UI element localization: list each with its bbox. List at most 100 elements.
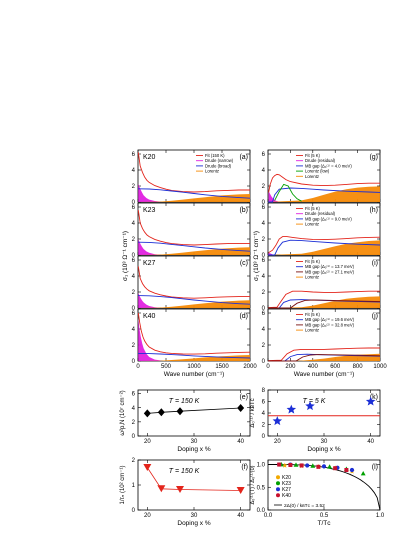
trend-line	[146, 467, 241, 491]
panel-label: (k)	[370, 394, 378, 401]
x-tick-label: 0.0	[264, 513, 273, 519]
series-line-drude-broad-	[137, 295, 251, 305]
y-tick-label: 0	[132, 306, 136, 312]
panel-label: (g)	[369, 154, 378, 161]
y-tick-label: 4	[262, 221, 266, 227]
panel-label: (l)	[372, 464, 378, 471]
data-point-k40	[288, 463, 293, 467]
data-point	[176, 407, 184, 416]
series-fill-lorentz	[138, 194, 250, 202]
plot-frame	[267, 389, 381, 437]
sample-label: K20	[143, 154, 156, 161]
legend-entry: Lorentz	[305, 275, 319, 280]
series-fill-drude-narrow-	[138, 292, 161, 308]
data-point-k27	[349, 467, 355, 473]
panel-k: 0 2 4 6 8 20 30 40 (k) Doping x % Δ₀⁽¹⁾ / kʙTᴄ T = …	[249, 388, 381, 453]
sample-label: K23	[143, 207, 156, 214]
panel-label: (h)	[369, 207, 378, 214]
x-tick-label: 30	[191, 513, 198, 519]
series-line-mb-gap-2	[268, 299, 381, 309]
y-tick-label: 2	[262, 184, 266, 190]
panel-label: (d)	[239, 313, 248, 320]
data-point-k40	[344, 468, 349, 472]
data-point	[157, 485, 166, 493]
y-tick-label: 2	[132, 290, 136, 296]
y-tick-label: 1.0	[257, 463, 266, 469]
legend-entry: Lorentz	[305, 222, 319, 227]
series-fill-drude-narrow-	[138, 318, 161, 361]
x-tick-label: 1.0	[376, 513, 385, 519]
x-tick-label: 30	[191, 439, 198, 445]
y-tick-label: 0	[132, 253, 136, 259]
y-tick-label: 2	[132, 237, 136, 243]
y-tick-label: 0	[262, 306, 266, 312]
x-tick-label: 600	[330, 364, 341, 370]
legend-entry: MB gap (Δ₀⁽¹⁾ = 4.0 meV)	[305, 163, 352, 168]
x-tick-label: 20	[144, 513, 151, 519]
y-axis-label: Δ₀⁽¹⁾(T) / Δ₀⁽¹⁾(0)	[249, 465, 256, 504]
series-fill-drude-narrow-	[138, 183, 161, 202]
x-axis-label: T/Tᴄ	[318, 520, 332, 527]
legend-entry: MB gap (Δ₀⁽²⁾ = 32.8 meV)	[305, 322, 355, 327]
y-axis-label: ω²p,N (10⁷ cm⁻²)	[119, 390, 126, 435]
legend-entry: MB gap (Δ₀⁽¹⁾ = 9.0 meV)	[305, 216, 352, 221]
x-tick-label: 20	[144, 439, 151, 445]
data-point	[176, 486, 184, 493]
sample-label: K27	[143, 260, 156, 267]
data-point-k23	[293, 462, 299, 467]
legend-entry: K40	[282, 493, 291, 499]
legend-entry: MB gap (Δ₀⁽¹⁾ = 13.7 meV)	[305, 264, 355, 269]
panel-h: 0 2 4 6 (h) Fit (5 K)Drude (residual)MB gap (…	[262, 202, 381, 259]
y-tick-label: 2	[262, 290, 266, 296]
x-axis-label: Wave number (cm⁻¹)	[294, 371, 355, 378]
y-tick-label: 4	[262, 327, 266, 333]
y-tick-label: 2	[262, 343, 266, 349]
data-point	[157, 408, 165, 417]
series-fill-lorentz	[138, 355, 250, 361]
legend-entry: K23	[282, 481, 291, 487]
x-tick-label: 800	[353, 364, 364, 370]
legend-entry: MB gap (Δ₀⁽²⁾ = 27.1 meV)	[305, 269, 355, 274]
series-fill-drude-residual-	[268, 252, 275, 255]
y-axis-label: 1/τₙ (10² cm⁻¹)	[120, 466, 126, 505]
legend-entry: Drude (narrow)	[205, 158, 234, 163]
y-tick-label: 4	[132, 274, 136, 280]
data-point-k40	[299, 463, 304, 468]
legend-entry: Fit (5 K)	[305, 206, 320, 211]
x-tick-label: 1000	[187, 364, 201, 370]
x-axis-label: Wave number (cm⁻¹)	[164, 371, 225, 378]
legend-marker	[276, 493, 280, 498]
series-line-mb-gap	[268, 187, 381, 203]
series-line-fit-150-k-	[137, 152, 250, 193]
x-tick-label: 0	[266, 364, 270, 370]
y-tick-label: 4	[262, 411, 266, 417]
x-tick-label: 2000	[243, 364, 257, 370]
x-axis-label: Doping x %	[177, 520, 210, 527]
legend-entry: Drude (residual)	[305, 211, 336, 216]
y-tick-label: 0	[132, 200, 136, 206]
annotation: T = 150 K	[169, 398, 200, 405]
legend-entry: Fit (5 K)	[305, 259, 320, 264]
x-tick-label: 0.5	[320, 513, 329, 519]
data-point	[286, 404, 297, 414]
trend-line	[147, 407, 241, 414]
y-axis-label-left: σ₁ (10³ Ω⁻¹ cm⁻¹)	[122, 231, 129, 281]
legend-entry: Lorentz (low)	[305, 169, 330, 174]
series-line-fit-5-k-	[268, 173, 380, 193]
y-axis-label-right: σ₁ (10³ Ω⁻¹ cm⁻¹)	[253, 231, 260, 281]
panel-label: (e)	[239, 394, 248, 401]
series-line-fit-5-k-	[268, 236, 381, 253]
x-tick-label: 0	[136, 364, 140, 370]
y-tick-label: 6	[262, 152, 266, 158]
y-tick-label: 2	[262, 237, 266, 243]
sample-label: K40	[143, 313, 156, 320]
panel-label: (b)	[239, 207, 248, 214]
series-fill-drude-residual-	[268, 190, 280, 202]
data-point	[365, 396, 376, 406]
data-point-k23	[310, 463, 316, 468]
y-tick-label: 2	[132, 458, 136, 464]
x-tick-label: 1500	[215, 364, 229, 370]
x-tick-label: 500	[161, 364, 172, 370]
legend-marker	[276, 475, 280, 480]
